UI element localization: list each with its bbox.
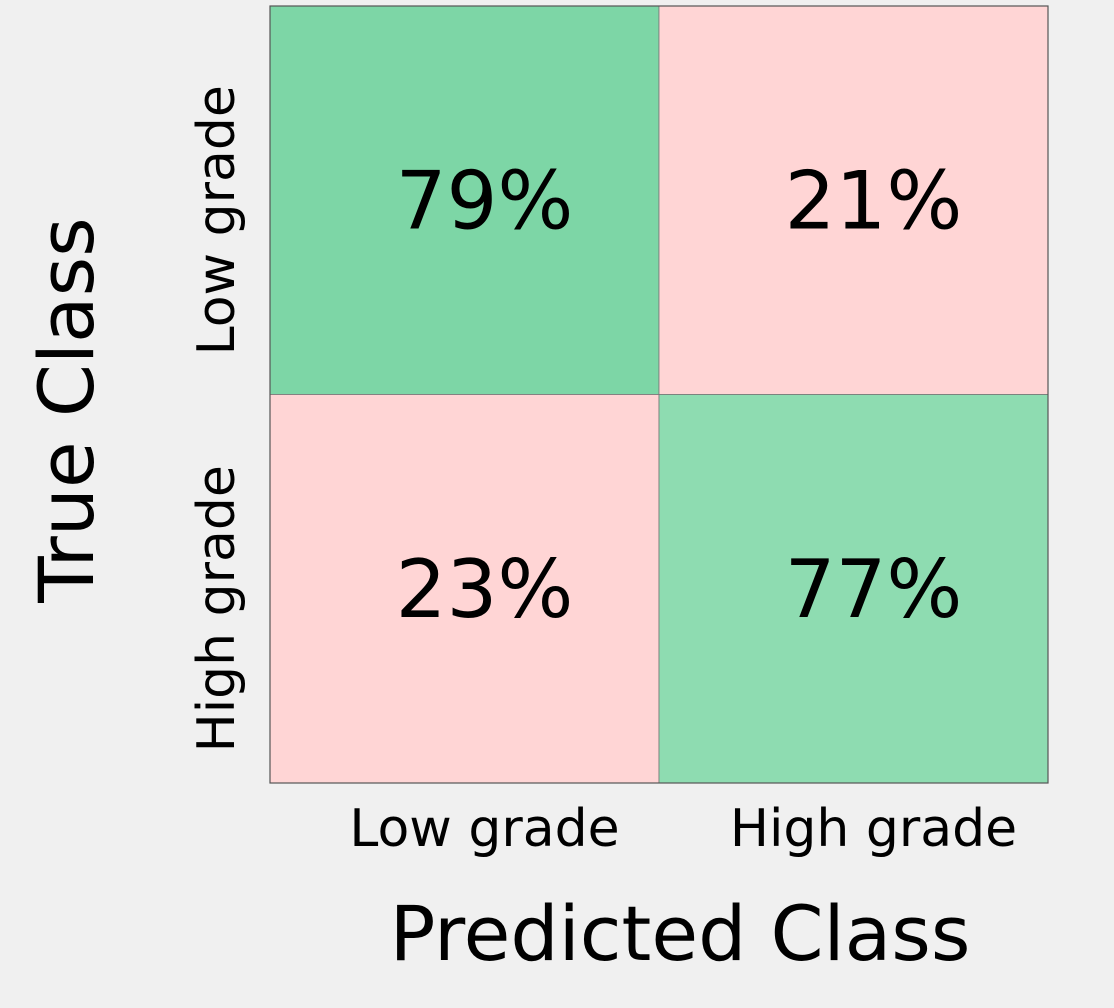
matrix-frame <box>269 5 1049 784</box>
y-tick-label-1: High grade <box>187 465 247 752</box>
y-axis-title: True Class <box>22 217 111 604</box>
x-tick-label-1: High grade <box>730 799 1017 859</box>
cell-value-label-r1-c0: 23% <box>396 543 574 636</box>
x-tick-label-0: Low grade <box>349 799 619 859</box>
heatmap-cell-r0-c0 <box>269 5 660 395</box>
y-tick-label-0: Low grade <box>187 85 247 355</box>
heatmap-cell-r1-c1 <box>658 394 1049 784</box>
cell-value-label-r1-c1: 77% <box>785 543 963 636</box>
cell-value-label-r0-c0: 79% <box>396 154 574 247</box>
cell-value-label-r0-c1: 21% <box>785 154 963 247</box>
tick-labels: Low grade High grade Low grade High grade <box>187 85 1017 859</box>
heatmap-cell-r1-c0 <box>269 394 660 784</box>
heatmap-cell-r0-c1 <box>658 5 1049 395</box>
matrix-cells: 79% 21% 23% 77% <box>269 5 1049 784</box>
x-axis-title: Predicted Class <box>390 889 971 978</box>
